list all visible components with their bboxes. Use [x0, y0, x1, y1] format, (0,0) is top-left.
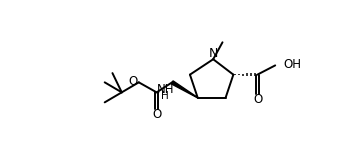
Text: N: N	[209, 47, 218, 60]
Text: O: O	[129, 75, 138, 88]
Text: H: H	[161, 91, 169, 101]
Text: O: O	[253, 93, 263, 106]
Text: O: O	[153, 108, 162, 121]
Text: NH: NH	[156, 83, 174, 96]
Text: OH: OH	[284, 58, 302, 71]
Polygon shape	[171, 81, 198, 98]
